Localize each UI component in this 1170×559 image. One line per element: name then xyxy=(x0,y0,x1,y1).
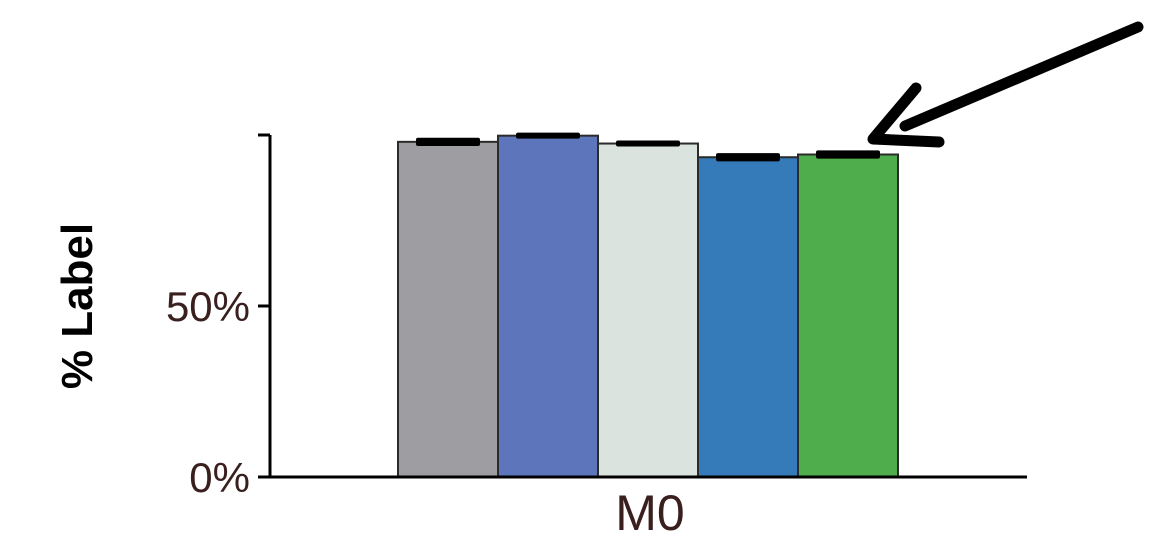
error-bar-series-3 xyxy=(616,140,680,147)
y-axis-title: % Label xyxy=(53,223,102,389)
bar-series-4 xyxy=(697,156,799,478)
error-bar-series-2 xyxy=(516,132,580,139)
bars-group xyxy=(397,134,899,479)
error-bars-group xyxy=(416,132,880,162)
error-bar-series-4 xyxy=(716,153,780,162)
bar-series-3 xyxy=(597,142,699,479)
x-tick-label: M0 xyxy=(615,485,684,541)
bar-series-5 xyxy=(797,153,899,479)
y-ticks-group: 0% 50% xyxy=(166,133,270,501)
bar-series-1 xyxy=(397,140,499,478)
error-bar-series-5 xyxy=(816,150,880,159)
y-tick-label: 0% xyxy=(189,454,250,501)
arrow-annotation xyxy=(867,21,1144,148)
y-tick-label: 50% xyxy=(166,283,250,330)
error-bar-series-1 xyxy=(416,137,480,146)
bar-series-2 xyxy=(497,134,599,479)
